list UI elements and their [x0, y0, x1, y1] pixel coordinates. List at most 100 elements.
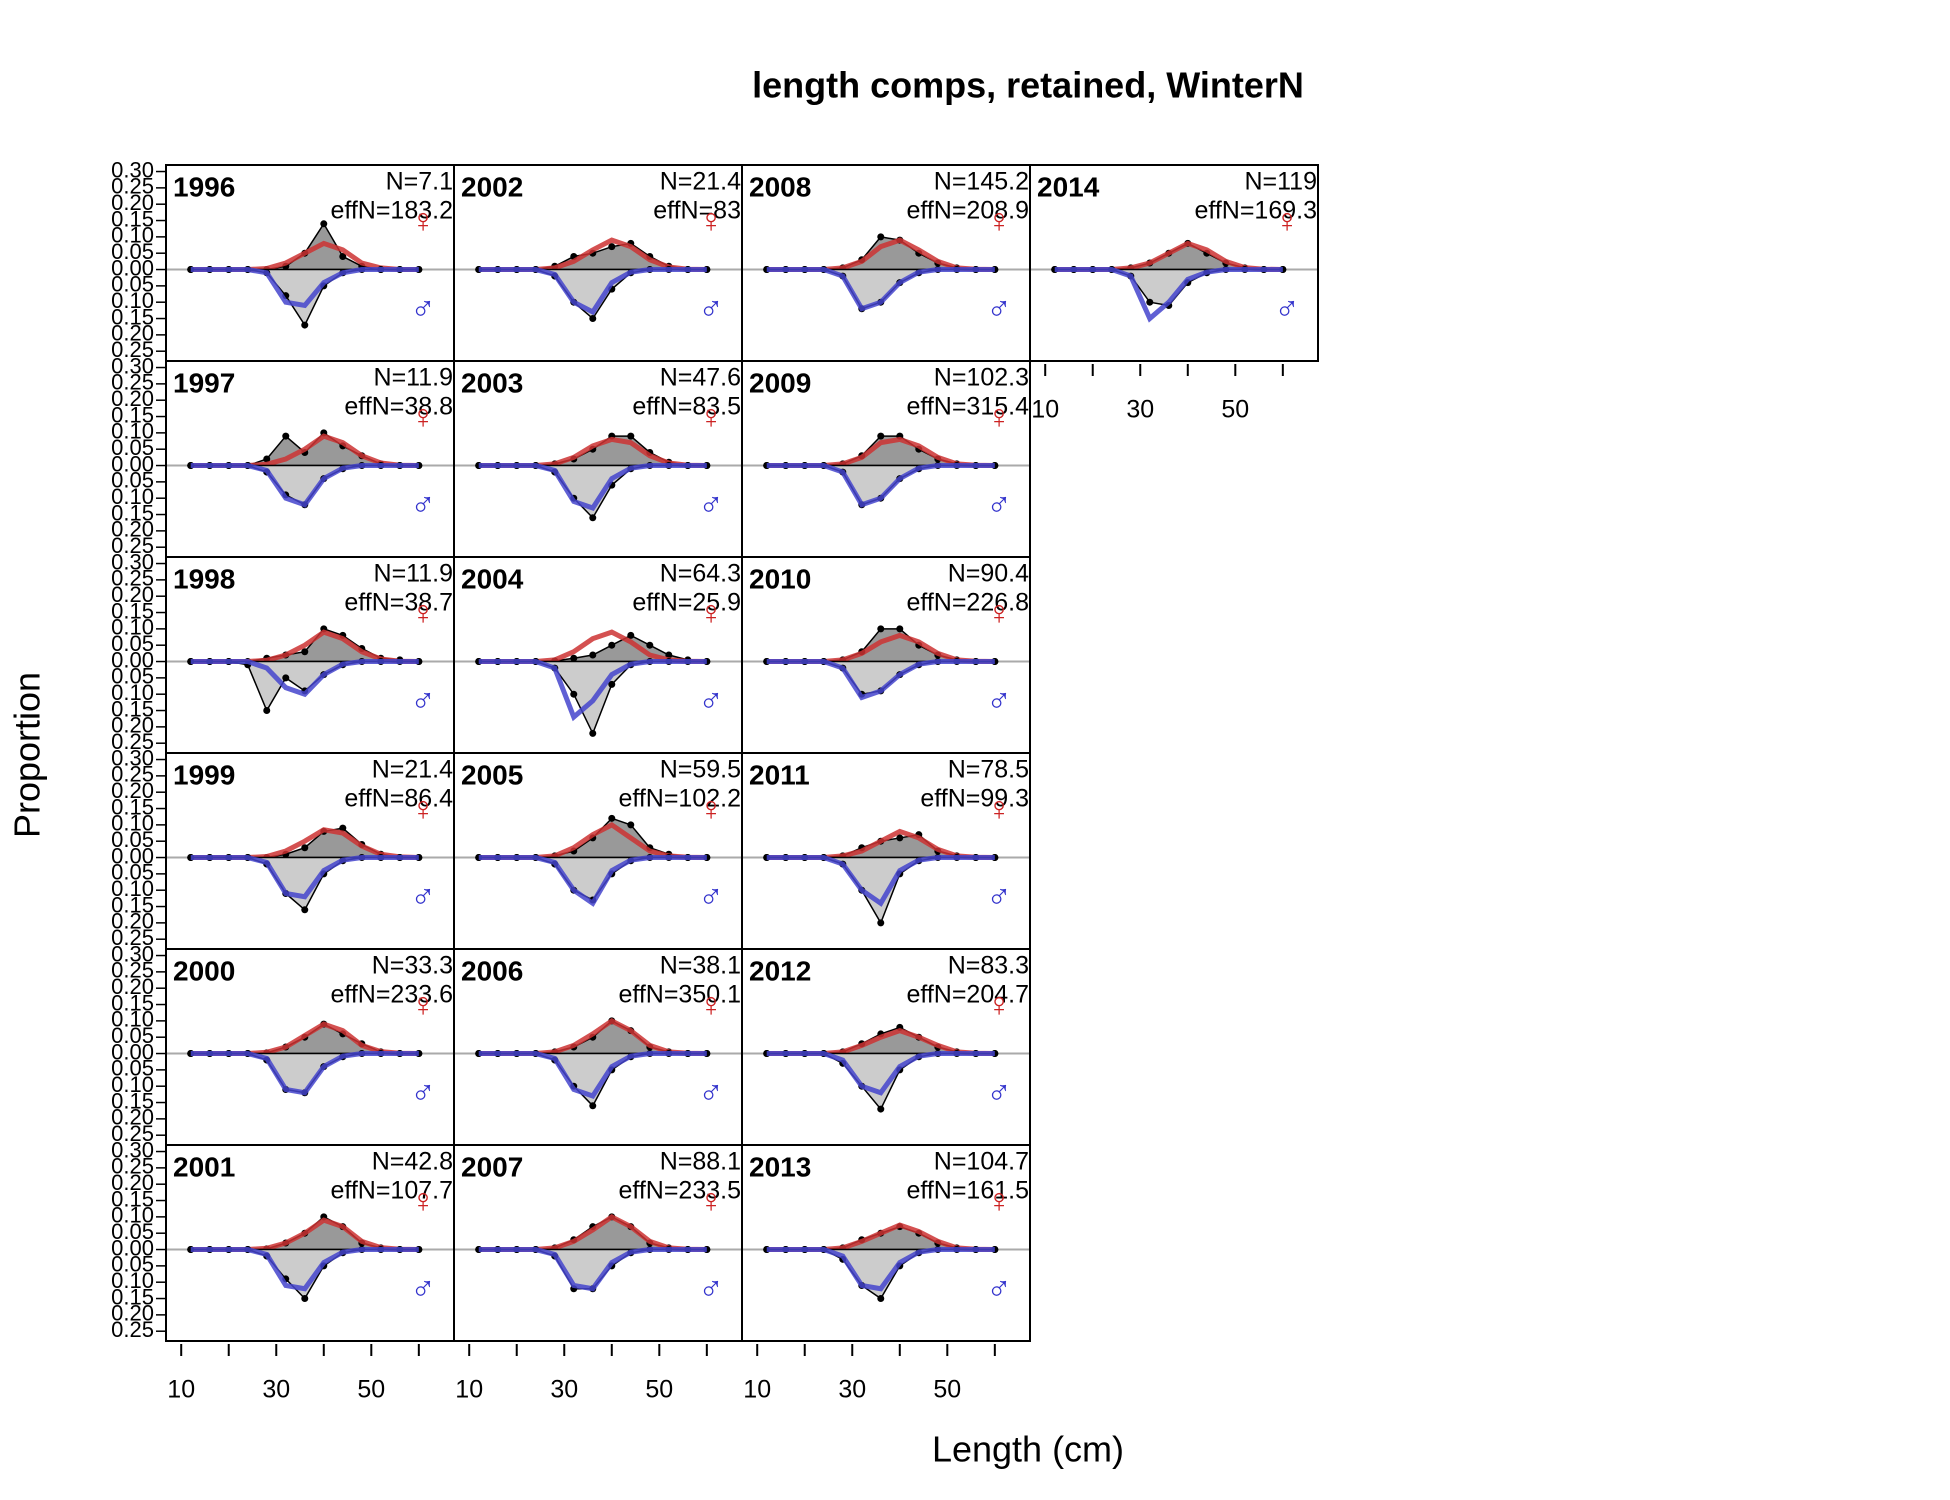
y-tick-label: 0.20 [111, 1105, 154, 1130]
expected-line [478, 1247, 707, 1292]
x-tick-label: 50 [645, 1376, 673, 1404]
observed-point [1146, 298, 1154, 306]
y-tick-label: 0.15 [111, 206, 154, 231]
male-symbol: ♂ [698, 682, 724, 720]
male-symbol: ♂ [410, 290, 436, 328]
y-tick-label: 0.25 [111, 1154, 154, 1179]
expected-line [478, 855, 707, 907]
panel-frame [741, 1144, 1031, 1342]
panel-year: 2001 [173, 1151, 235, 1182]
effn-label: effN=38.8 [344, 393, 453, 421]
female-symbol: ♀ [986, 202, 1012, 240]
female-symbol: ♀ [698, 398, 724, 436]
n-label: N=83.3 [948, 952, 1029, 980]
expected-line [190, 1247, 419, 1292]
y-axis-label: Proportion [7, 672, 48, 838]
y-tick-label: 0.25 [111, 729, 154, 754]
y-tick-label: 0.00 [111, 451, 154, 476]
female-symbol: ♀ [698, 202, 724, 240]
expected-line [190, 463, 419, 508]
male-symbol: ♂ [410, 878, 436, 916]
male-symbol: ♂ [986, 878, 1012, 916]
x-tick-label: 50 [933, 1376, 961, 1404]
male-symbol: ♂ [986, 1074, 1012, 1112]
effn-label: effN=226.8 [906, 589, 1029, 617]
observed-point [646, 641, 654, 649]
y-tick-label: 0.25 [111, 925, 154, 950]
n-label: N=38.1 [660, 952, 741, 980]
x-tick-label: 10 [743, 1376, 771, 1404]
observed-point [570, 654, 578, 662]
y-tick-label: 0.15 [111, 304, 154, 329]
observed-point [301, 906, 309, 914]
y-tick-label: 0.05 [111, 827, 154, 852]
male-symbol: ♂ [986, 290, 1012, 328]
observed-point [263, 707, 271, 715]
n-label: N=59.5 [660, 756, 741, 784]
y-tick-label: 0.25 [111, 1317, 154, 1342]
expected-line [766, 855, 995, 907]
male-symbol: ♂ [698, 1270, 724, 1308]
y-tick-label: 0.10 [111, 1007, 154, 1032]
y-tick-label: 0.05 [111, 1252, 154, 1277]
y-tick-label: 0.15 [111, 598, 154, 623]
expected-line [190, 267, 419, 309]
effn-label: effN=233.6 [330, 981, 453, 1009]
panel-year: 1997 [173, 367, 235, 398]
y-tick-label: 0.10 [111, 811, 154, 836]
female-symbol: ♀ [986, 398, 1012, 436]
expected-line [766, 463, 995, 508]
observed-point [301, 648, 309, 656]
male-symbol: ♂ [986, 682, 1012, 720]
y-tick-label: 0.20 [111, 1301, 154, 1326]
y-tick-label: 0.10 [111, 419, 154, 444]
y-tick-label: 0.00 [111, 647, 154, 672]
observed-area [766, 236, 995, 271]
observed-point [877, 625, 885, 633]
y-tick-label: 0.25 [111, 958, 154, 983]
panel-year: 1996 [173, 171, 235, 202]
effn-label: effN=183.2 [330, 197, 453, 225]
y-tick-label: 0.00 [111, 1039, 154, 1064]
observed-point [877, 1105, 885, 1113]
n-label: N=104.7 [934, 1148, 1029, 1176]
y-tick-label: 0.10 [111, 680, 154, 705]
male-symbol: ♂ [986, 1270, 1012, 1308]
male-symbol: ♂ [698, 486, 724, 524]
n-label: N=88.1 [660, 1148, 741, 1176]
expected-line [766, 267, 995, 312]
y-tick-label: 0.05 [111, 1219, 154, 1244]
y-tick-label: 0.00 [111, 843, 154, 868]
y-tick-label: 0.15 [111, 794, 154, 819]
observed-point [589, 514, 597, 522]
observed-point [877, 1295, 885, 1303]
y-tick-label: 0.20 [111, 582, 154, 607]
y-tick-label: 0.25 [111, 370, 154, 395]
panel-year: 2013 [749, 1151, 811, 1182]
expected-line [1054, 267, 1283, 323]
y-tick-label: 0.10 [111, 615, 154, 640]
effn-label: effN=350.1 [618, 981, 741, 1009]
panel-year: 2012 [749, 955, 811, 986]
y-tick-label: 0.30 [111, 353, 154, 378]
x-tick-label: 30 [838, 1376, 866, 1404]
observed-area [190, 222, 419, 271]
y-tick-label: 0.20 [111, 974, 154, 999]
observed-point [627, 821, 635, 829]
y-tick-label: 0.05 [111, 1023, 154, 1048]
expected-line [190, 1051, 419, 1096]
y-tick-label: 0.30 [111, 941, 154, 966]
y-tick-label: 0.20 [111, 190, 154, 215]
y-tick-label: 0.20 [111, 517, 154, 542]
effn-label: effN=204.7 [906, 981, 1029, 1009]
expected-line [190, 659, 419, 698]
female-symbol: ♀ [698, 986, 724, 1024]
n-label: N=47.6 [660, 364, 741, 392]
y-tick-label: 0.05 [111, 664, 154, 689]
y-tick-label: 0.05 [111, 631, 154, 656]
expected-line [478, 1051, 707, 1099]
panel-year: 1999 [173, 759, 235, 790]
x-tick-label: 30 [1126, 396, 1154, 424]
y-tick-label: 0.05 [111, 239, 154, 264]
panel-year: 2002 [461, 171, 523, 202]
